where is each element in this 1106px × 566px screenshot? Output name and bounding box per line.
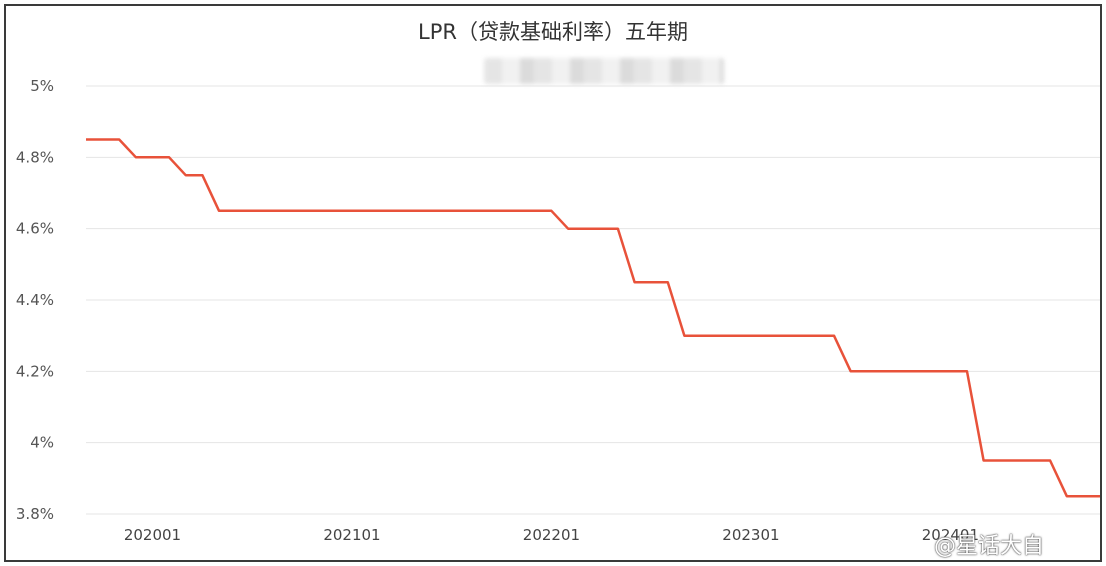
y-tick-label: 4% — [30, 434, 54, 452]
y-tick-label: 4.6% — [16, 220, 54, 238]
series-line — [86, 138, 1100, 498]
chart-frame: LPR（贷款基础利率）五年期 3.8% 4% 4.2% 4.4% 4.6% 4.8% 5% 2… — [4, 4, 1102, 562]
y-tick-label: 4.2% — [16, 362, 54, 380]
y-tick-label: 3.8% — [16, 505, 54, 523]
x-tick-label: 202001 — [124, 526, 181, 544]
y-tick-label: 4.4% — [16, 291, 54, 309]
blurred-subtitle — [484, 58, 724, 84]
y-tick-label: 4.8% — [16, 148, 54, 166]
line-chart: 3.8% 4% 4.2% 4.4% 4.6% 4.8% 5% 202001 202101 2022… — [16, 77, 1100, 544]
chart-title: LPR（贷款基础利率）五年期 — [418, 20, 688, 44]
y-tick-label: 5% — [30, 77, 54, 95]
x-tick-label: 202201 — [523, 526, 580, 544]
watermark: @星话大自 — [934, 534, 1045, 559]
x-tick-label: 202101 — [323, 526, 380, 544]
x-tick-label: 202401 — [922, 526, 979, 544]
x-tick-label: 202301 — [722, 526, 779, 544]
